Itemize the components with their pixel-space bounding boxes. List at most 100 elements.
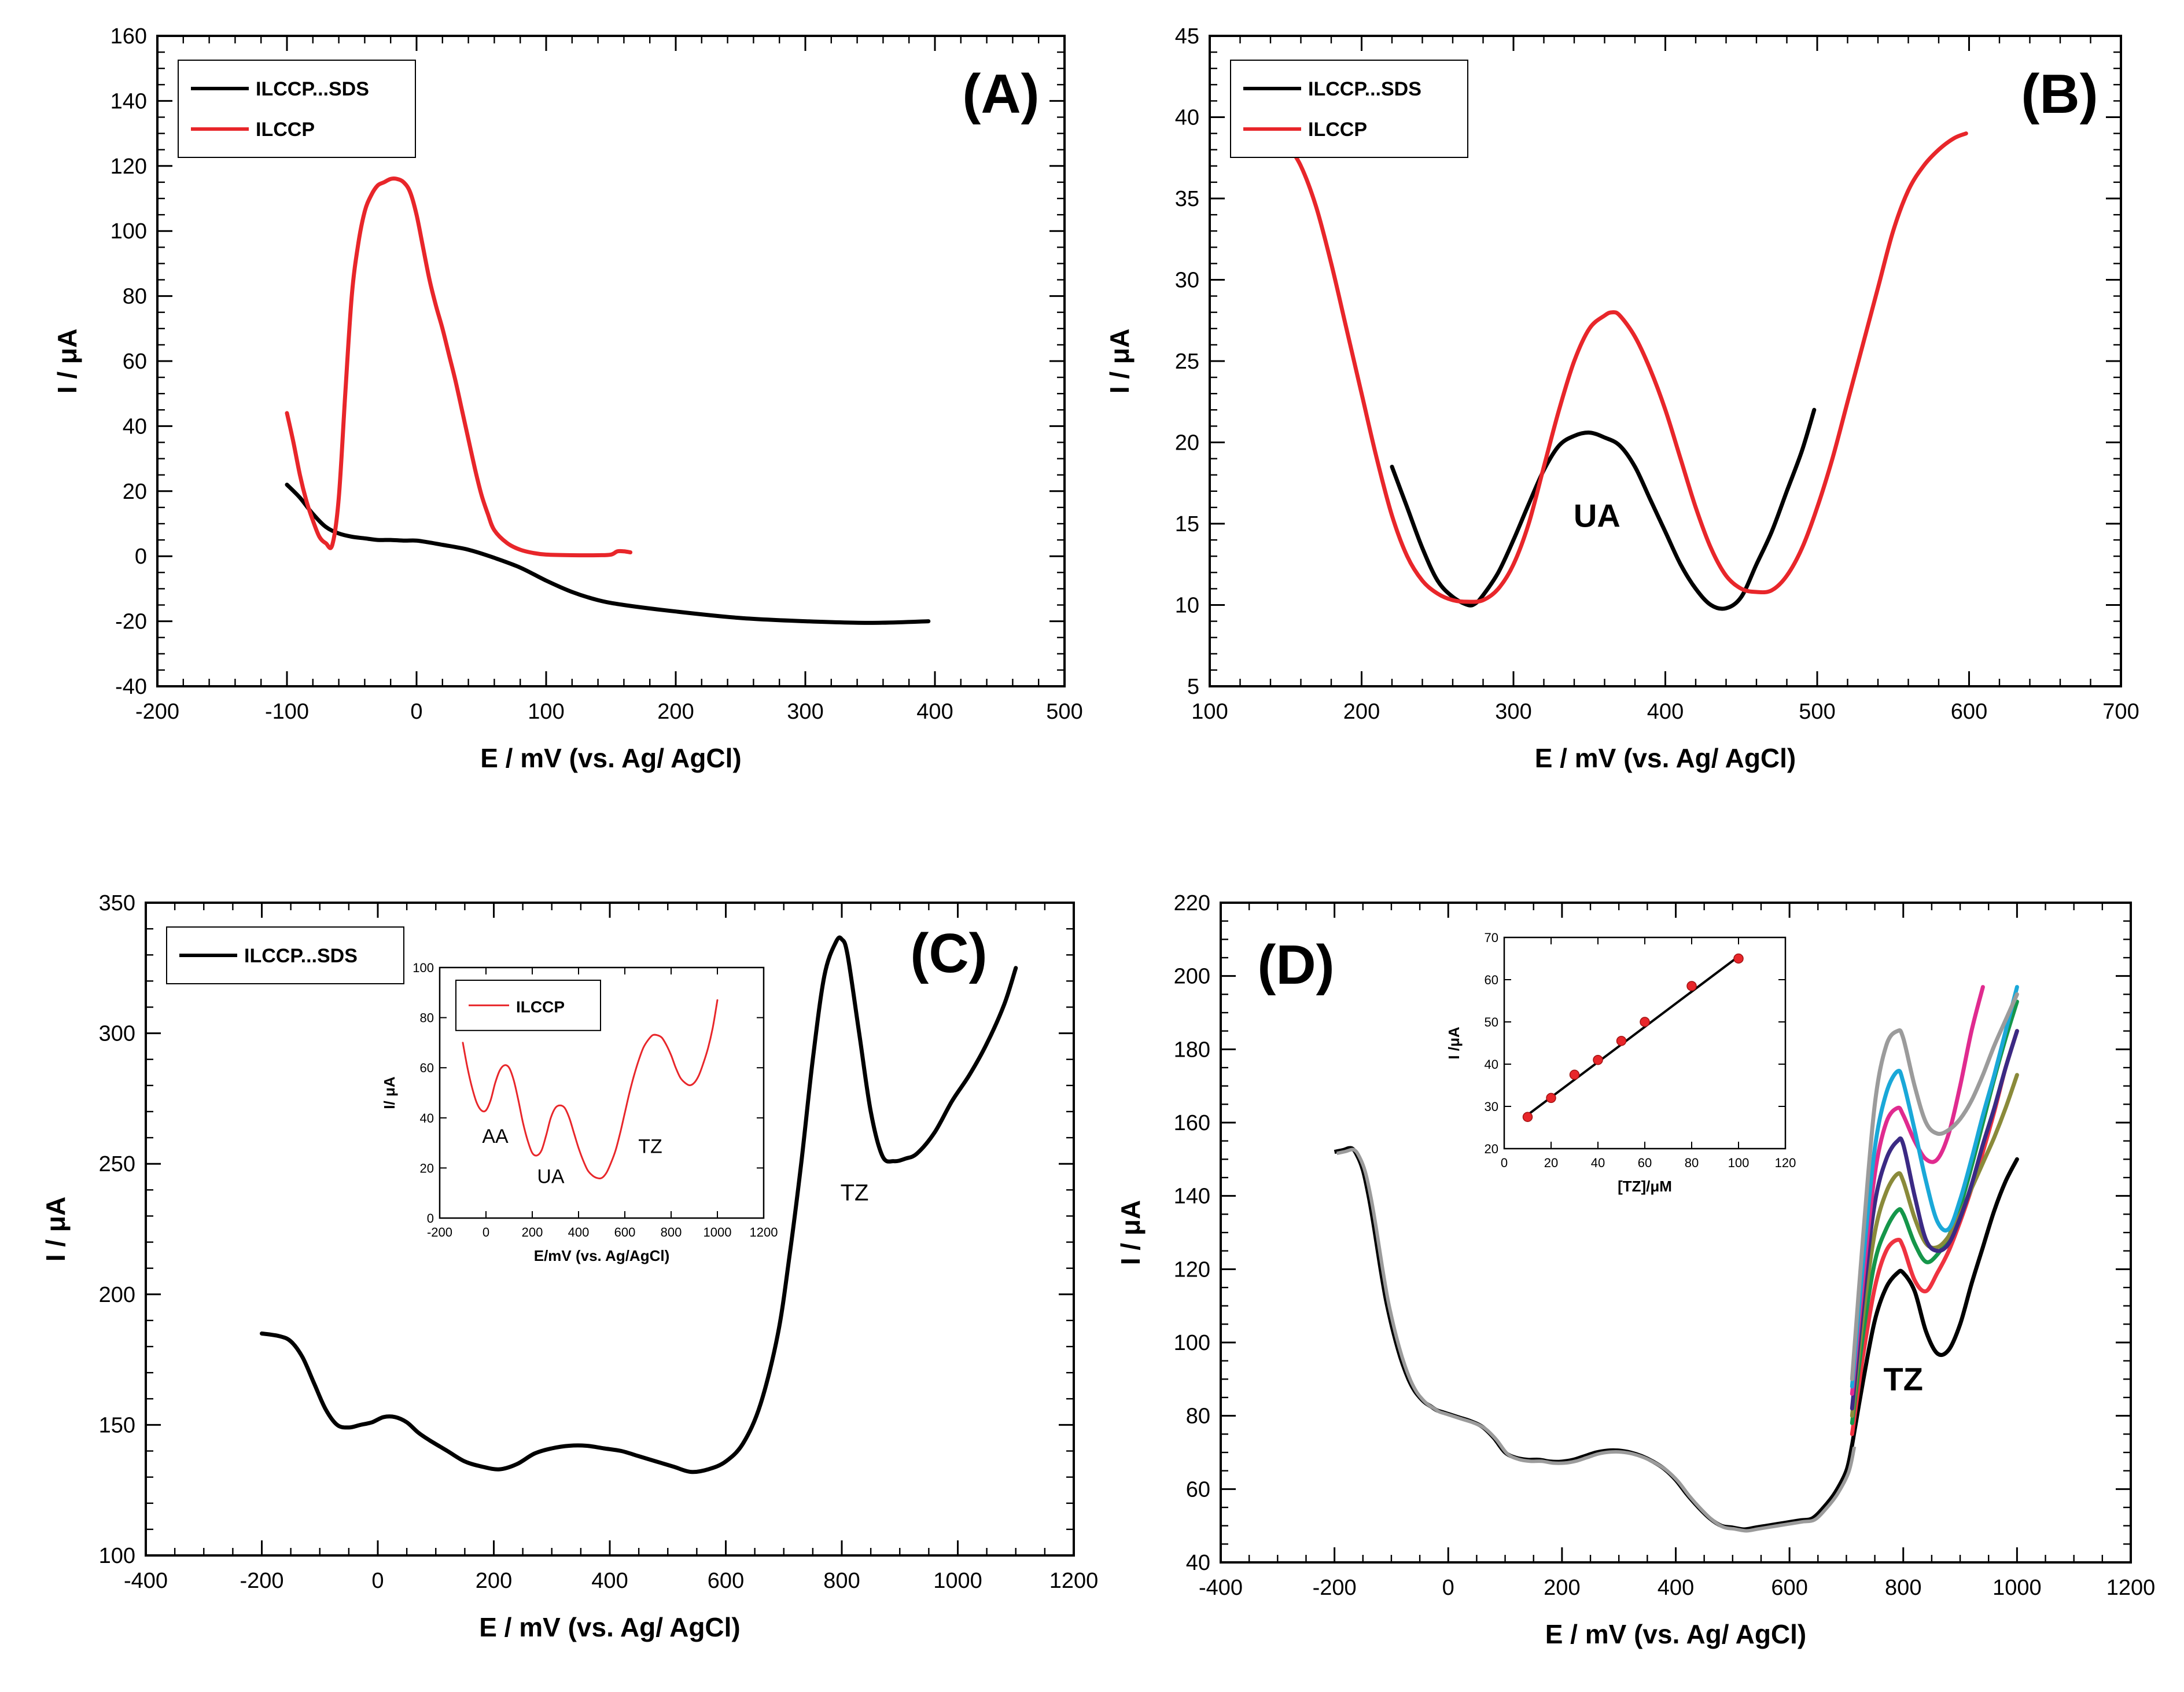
y-tick-label: 30	[1175, 268, 1199, 293]
x-tick-label: -100	[265, 700, 309, 724]
x-tick-label: 0	[1501, 1156, 1508, 1170]
x-tick-label: 100	[1191, 700, 1228, 724]
y-tick-label: 200	[1174, 965, 1210, 989]
y-tick-label: 60	[1485, 973, 1498, 987]
inset-data-point	[1522, 1112, 1533, 1122]
series-line-1	[1850, 1157, 2019, 1447]
x-tick-label: 200	[476, 1569, 512, 1593]
x-tick-label: 800	[823, 1569, 860, 1593]
y-tick-label: 20	[1485, 1142, 1498, 1156]
x-tick-label: 200	[657, 700, 694, 724]
y-tick-label: 180	[1174, 1038, 1210, 1062]
y-tick-label: 160	[1174, 1111, 1210, 1135]
x-tick-label: 1000	[704, 1225, 732, 1239]
chart-panel-b: 100 200 300 400 500 600 700 5 10 15 20 25 30 35 40 45 E …	[1104, 24, 2139, 773]
y-tick-label: 0	[135, 545, 147, 569]
chart-panel-d: -400 -200 0 200 400 600 800 1000 120040608010012…	[1115, 891, 2155, 1649]
x-axis-title: [TZ]/μM	[1618, 1178, 1672, 1195]
y-tick-label: 40	[1485, 1057, 1498, 1072]
panel-tag: (C)	[910, 922, 987, 984]
legend-entry: ILCCP	[1308, 119, 1367, 141]
series-line-2	[1283, 131, 1968, 604]
y-tick-label: 120	[111, 155, 147, 179]
x-tick-label: 1200	[2106, 1576, 2156, 1600]
y-tick-label: 60	[123, 350, 147, 374]
y-tick-label: 140	[111, 89, 147, 113]
x-axis-title: E / mV (vs. Ag/ AgCl)	[1545, 1619, 1807, 1649]
series-line-8	[1850, 992, 2019, 1381]
legend-box	[1230, 60, 1468, 158]
x-tick-label: 400	[1647, 700, 1684, 724]
inset-data-point	[1546, 1093, 1556, 1104]
x-tick-label: 0	[483, 1225, 489, 1239]
x-axis-title: E/mV (vs. Ag/AgCl)	[534, 1247, 670, 1264]
y-tick-label: 40	[123, 414, 147, 439]
y-tick-label: 80	[420, 1011, 434, 1025]
inset-chart-c: -200 0 200 400 600 800 1000 1200020406080100E/m…	[381, 961, 778, 1264]
x-tick-label: -200	[1313, 1576, 1357, 1600]
series-line-base-grey	[1336, 1147, 1857, 1533]
x-tick-label: 800	[661, 1225, 682, 1239]
y-tick-label: 100	[99, 1544, 135, 1568]
y-axis-title: I / μA	[52, 329, 82, 393]
y-tick-label: 30	[1485, 1099, 1498, 1114]
panel-tag: (D)	[1257, 934, 1334, 996]
y-tick-label: 350	[99, 891, 135, 915]
y-tick-label: 0	[427, 1211, 434, 1226]
x-tick-label: 400	[1658, 1576, 1694, 1600]
x-tick-label: 0	[410, 700, 422, 724]
x-axis-title: E / mV (vs. Ag/ AgCl)	[479, 1612, 741, 1642]
x-tick-label: 1000	[1993, 1576, 2042, 1600]
legend-box	[178, 60, 416, 158]
x-tick-label: 500	[1799, 700, 1835, 724]
inset-data-point	[1569, 1069, 1580, 1080]
inset-peak-annotation: AA	[482, 1125, 509, 1147]
x-tick-label: 300	[787, 700, 823, 724]
y-tick-label: 200	[99, 1283, 135, 1307]
peak-annotation: TZ	[841, 1180, 869, 1205]
series-line-1	[285, 483, 931, 625]
x-tick-label: 600	[708, 1569, 744, 1593]
y-tick-label: 40	[1186, 1551, 1210, 1575]
y-tick-label: 70	[1485, 930, 1498, 945]
y-tick-label: 50	[1485, 1015, 1498, 1029]
y-tick-label: 160	[111, 24, 147, 49]
x-tick-label: 800	[1885, 1576, 1921, 1600]
x-tick-label: 80	[1685, 1156, 1699, 1170]
x-tick-label: 120	[1775, 1156, 1796, 1170]
y-tick-label: 60	[420, 1061, 434, 1075]
x-tick-label: 200	[522, 1225, 543, 1239]
y-tick-label: -20	[115, 610, 147, 634]
x-axis-title: E / mV (vs. Ag/ AgCl)	[480, 743, 742, 773]
series-line-base	[1334, 1146, 1854, 1532]
peak-annotation: TZ	[1884, 1360, 1923, 1397]
inset-data-point	[1640, 1017, 1650, 1027]
x-tick-label: 100	[1728, 1156, 1750, 1170]
panel-tag: (B)	[2021, 63, 2098, 125]
legend-entry: ILCCP...SDS	[256, 78, 369, 100]
x-tick-label: 20	[1544, 1156, 1558, 1170]
series-line-6	[1850, 985, 1985, 1396]
x-tick-label: -200	[427, 1225, 452, 1239]
inset-data-point	[1686, 981, 1697, 991]
peak-annotation: UA	[1574, 498, 1620, 534]
x-tick-label: 600	[1951, 700, 1987, 724]
x-tick-label: 60	[1638, 1156, 1652, 1170]
chart-panel-c: -400 -200 0 200 400 600 800 1000 120010015020025…	[40, 891, 1098, 1642]
y-tick-label: 60	[1186, 1477, 1210, 1502]
x-tick-label: 40	[1591, 1156, 1605, 1170]
inset-peak-annotation: UA	[537, 1165, 565, 1187]
y-tick-label: 80	[123, 285, 147, 309]
y-tick-label: 20	[1175, 431, 1199, 455]
legend-entry: ILCCP	[516, 998, 565, 1016]
x-tick-label: 0	[1442, 1576, 1454, 1600]
y-tick-label: 300	[99, 1022, 135, 1046]
x-tick-label: 1200	[1049, 1569, 1099, 1593]
y-tick-label: 10	[1175, 594, 1199, 618]
x-tick-label: 1200	[750, 1225, 778, 1239]
inset-peak-annotation: TZ	[638, 1135, 662, 1157]
y-tick-label: 45	[1175, 24, 1199, 49]
y-tick-label: -40	[115, 675, 147, 699]
y-tick-label: 25	[1175, 350, 1199, 374]
